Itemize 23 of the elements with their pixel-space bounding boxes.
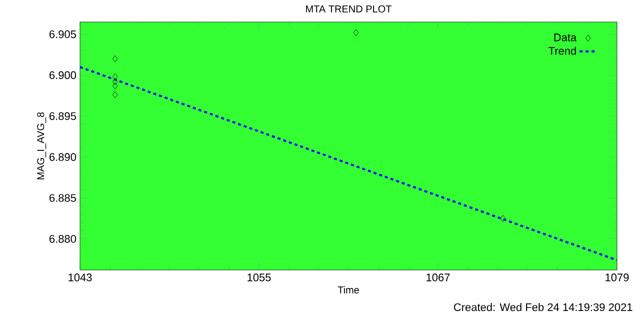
legend-label: Trend: [548, 46, 576, 55]
point: [112, 55, 118, 62]
legend-label: Data: [554, 34, 577, 42]
y-tick-label: 6.880: [50, 235, 76, 243]
point: [112, 73, 118, 80]
x-axis-title: Time: [338, 286, 359, 294]
point: [353, 29, 359, 36]
chart-title: MTA TREND PLOT: [306, 5, 392, 12]
text: Created: Wed Feb 24 14:19:39 2021: [454, 303, 632, 312]
y-tick-label: 6.885: [50, 194, 76, 202]
x-tick-label: 1079: [606, 274, 629, 282]
x-tick-label: 1055: [248, 274, 271, 282]
point: [500, 215, 506, 222]
point: [112, 78, 118, 86]
y-tick-label: 6.895: [50, 112, 76, 120]
x-tick-label: 1067: [426, 274, 450, 282]
y-axis-title: MAG_I_AVG_8: [37, 112, 46, 180]
x-tick-label: 1043: [68, 274, 92, 282]
y-tick-label: 6.905: [50, 30, 76, 38]
y-tick-label: 6.900: [50, 71, 76, 80]
point: [112, 91, 118, 98]
y-tick-label: 6.890: [50, 153, 76, 161]
point: [112, 82, 118, 90]
